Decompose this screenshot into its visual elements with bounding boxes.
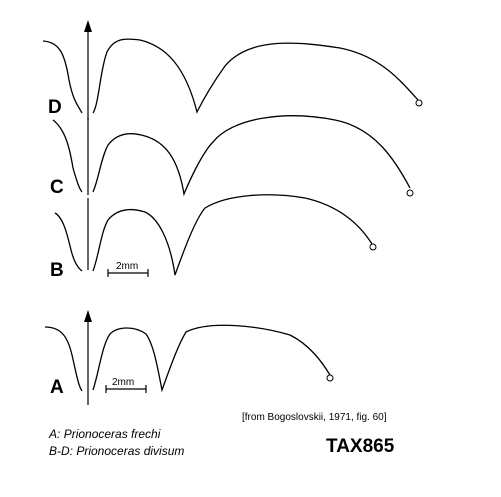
circle-icon (406, 189, 414, 197)
label-c: C (50, 177, 64, 198)
suture-curve-c-left (52, 119, 83, 193)
label-a: A (50, 377, 64, 398)
circle-icon (326, 374, 334, 382)
legend-a-species: Prionoceras frechi (63, 427, 161, 441)
suture-line-c (52, 115, 414, 197)
suture-curve-c-right (92, 115, 411, 197)
legend-bd: B-D: Prionoceras divisum (49, 445, 184, 457)
up-arrow-icon (84, 20, 92, 32)
label-b: B (50, 260, 64, 281)
circle-icon (369, 243, 377, 251)
label-d: D (48, 97, 62, 118)
legend-bd-species: Prionoceras divisum (76, 444, 185, 458)
source-citation: [from Bogoslovskii, 1971, fig. 60] (242, 412, 387, 423)
circle-icon (415, 99, 423, 107)
suture-line-a (44, 310, 334, 405)
suture-line-b (54, 194, 377, 277)
legend-a: A: Prionoceras frechi (49, 428, 160, 440)
scale-label-a: 2mm (112, 377, 135, 388)
suture-curve-d-right (92, 38, 419, 114)
legend-bd-prefix: B-D: (49, 444, 73, 458)
taxon-tag: TAX865 (326, 436, 395, 457)
up-arrow-icon (84, 310, 92, 322)
suture-curve-d-left (42, 40, 83, 114)
suture-curve-b-right (92, 194, 373, 276)
suture-curve-b-left (54, 212, 83, 272)
suture-curve-a-right (92, 324, 331, 393)
suture-curve-a-left (44, 326, 83, 392)
scale-label-b: 2mm (116, 261, 139, 272)
legend-a-prefix: A: (49, 427, 61, 441)
suture-line-d (42, 20, 423, 120)
